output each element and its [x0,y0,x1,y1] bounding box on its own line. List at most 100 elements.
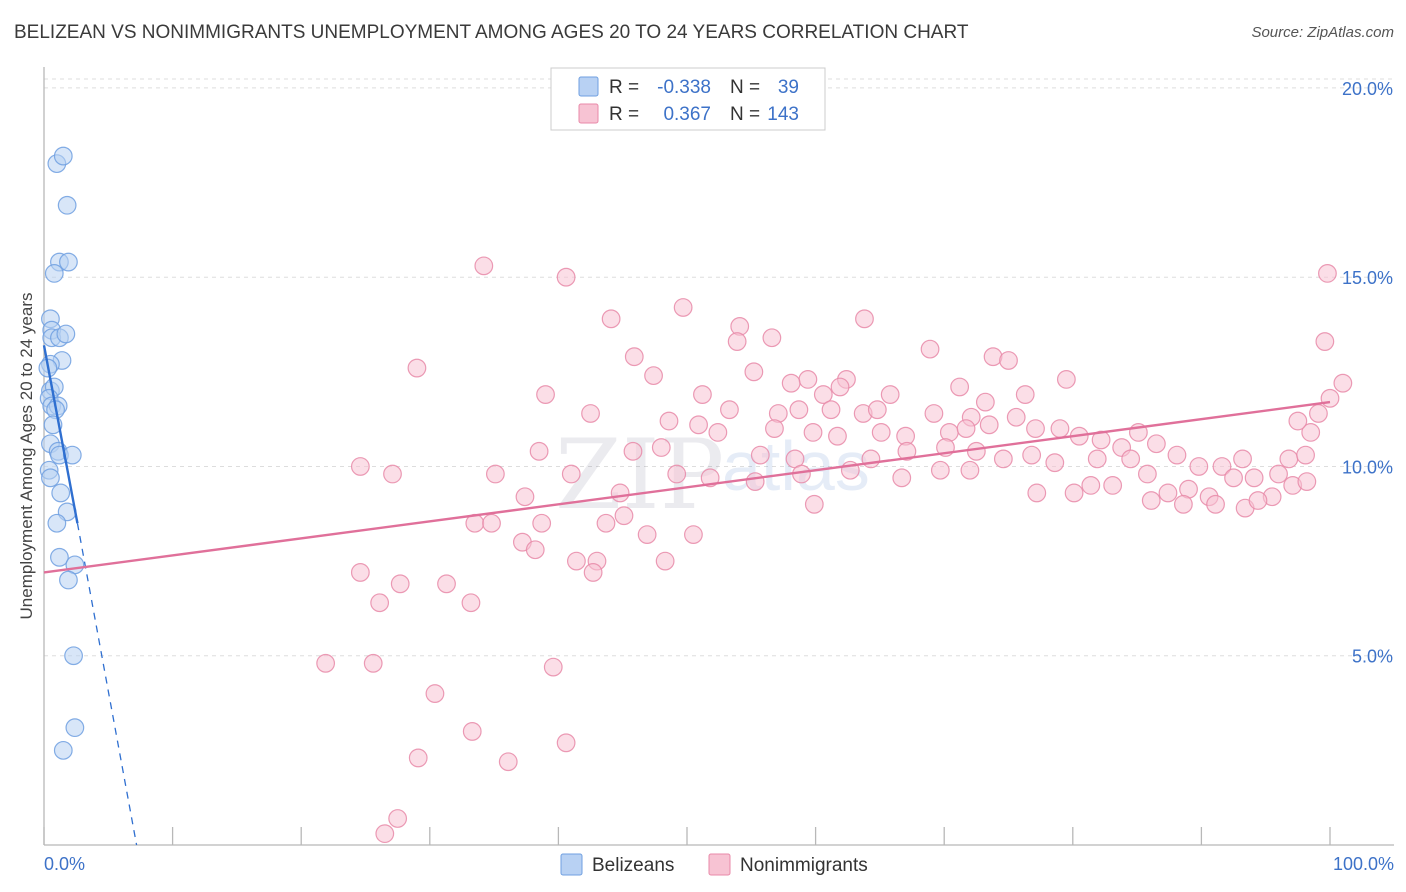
belizeans-point-35 [53,740,73,760]
nonimmigrants-point-42 [828,426,847,446]
belizeans-point-32 [59,570,78,590]
nonimmigrants-point-94 [1081,475,1101,495]
nonimmigrants-point-122 [684,525,703,544]
nonimmigrants-point-20 [950,377,970,397]
nonimmigrants-point-73 [1279,449,1299,469]
nonimmigrants-point-30 [789,400,809,420]
nonimmigrants-point-136 [543,657,563,677]
series-legend: Belizeans Nonimmigrants [560,853,868,876]
legend-n-value-belizeans: 39 [778,77,799,98]
nonimmigrants-point-4 [855,309,874,329]
series-legend-label-nonimmigrants: Nonimmigrants [740,855,868,876]
nonimmigrants-point-72 [1233,449,1252,469]
belizeans-point-1 [53,146,73,166]
nonimmigrants-point-13 [644,366,663,386]
nonimmigrants-point-93 [960,460,980,480]
nonimmigrants-point-7 [727,332,747,351]
belizeans-point-33 [64,646,83,666]
belizeans-trend-line [42,345,79,524]
nonimmigrants-point-132 [461,593,481,613]
nonimmigrants-point-100 [1224,468,1243,488]
watermark-zip: ZIP [555,419,724,531]
nonimmigrants-point-40 [765,419,784,439]
nonimmigrants-point-118 [532,513,552,533]
belizeans-point-27 [51,483,71,503]
belizeans-point-5 [44,264,64,283]
nonimmigrants-point-19 [830,377,850,397]
nonimmigrants-point-101 [1244,468,1264,488]
nonimmigrants-point-38 [689,415,708,435]
nonimmigrants-point-76 [1288,411,1308,431]
nonimmigrants-point-135 [363,653,383,673]
nonimmigrants-point-9 [624,347,644,367]
nonimmigrants-point-43 [871,422,891,442]
nonimmigrants-point-55 [623,441,643,461]
nonimmigrants-point-96 [1137,464,1157,484]
y-tick-label-1: 10.0% [1342,457,1393,477]
belizeans-point-30 [50,547,69,567]
belizeans-point-4 [59,252,78,272]
nonimmigrants-point-27 [581,404,600,423]
y-tick-label-3: 20.0% [1342,79,1393,99]
belizeans-point-2 [57,195,77,215]
nonimmigrants-point-83 [383,464,402,484]
stats-legend: R = -0.338 N = 39 R = 0.367 N = 143 [550,67,826,131]
nonimmigrants-point-67 [1121,449,1141,469]
nonimmigrants-point-17 [1056,370,1076,389]
nonimmigrants-point-3 [601,309,621,329]
nonimmigrants-point-87 [700,468,720,488]
belizeans-point-10 [56,324,76,344]
nonimmigrants-point-69 [1167,445,1187,465]
legend-r-value-nonimmigrants: 0.367 [663,104,711,125]
nonimmigrants-point-23 [813,385,833,404]
nonimmigrants-point-8 [920,339,940,359]
x-tick-label-min: 0.0% [44,854,85,874]
legend-n-label-nonimmigrants: N = [730,104,760,125]
nonimmigrants-point-0 [474,256,494,276]
series-legend-swatch-nonimmigrants [708,853,731,876]
y-tick-label-0: 5.0% [1352,647,1393,667]
nonimmigrants-point-130 [390,574,410,594]
nonimmigrants-point-37 [659,411,679,431]
nonimmigrants-points [316,256,1353,844]
nonimmigrants-point-10 [983,347,1003,367]
nonimmigrants-point-39 [708,422,728,442]
nonimmigrants-point-143 [375,824,395,844]
nonimmigrants-point-91 [892,468,912,488]
y-tick-label-2: 15.0% [1342,268,1393,288]
trend-lines [42,345,1331,846]
nonimmigrants-point-41 [803,422,823,442]
nonimmigrants-point-62 [966,441,986,461]
nonimmigrants-point-133 [370,593,390,613]
y-axis-tick-labels: 5.0% 10.0% 15.0% 20.0% [1342,79,1393,667]
nonimmigrants-point-12 [407,358,427,378]
nonimmigrants-point-128 [583,563,603,582]
nonimmigrants-point-31 [821,400,841,420]
nonimmigrants-point-14 [744,362,764,382]
nonimmigrants-point-6 [762,328,782,348]
nonimmigrants-point-60 [897,441,917,461]
nonimmigrants-point-107 [610,483,630,503]
nonimmigrants-point-24 [880,385,900,404]
x-axis-ticks [43,827,1331,845]
nonimmigrants-point-113 [1206,494,1225,514]
legend-n-value-nonimmigrants: 143 [767,104,799,125]
belizeans-point-26 [41,468,60,488]
nonimmigrants-point-95 [1103,475,1123,495]
nonimmigrants-point-15 [798,370,818,389]
nonimmigrants-point-134 [316,653,336,673]
nonimmigrants-point-88 [745,472,765,492]
nonimmigrants-point-70 [1189,457,1209,476]
nonimmigrants-point-59 [861,449,881,469]
series-legend-swatch-belizeans [560,853,583,876]
nonimmigrants-point-75 [1301,422,1321,442]
nonimmigrants-point-117 [482,513,501,533]
legend-r-label-belizeans: R = [609,77,639,98]
nonimmigrants-point-106 [515,487,535,507]
nonimmigrants-point-46 [956,419,976,439]
legend-swatch-nonimmigrants [578,103,599,124]
nonimmigrants-point-140 [408,748,428,768]
y-axis-label: Unemployment Among Ages 20 to 24 years [17,293,36,620]
nonimmigrants-point-110 [1064,483,1084,503]
